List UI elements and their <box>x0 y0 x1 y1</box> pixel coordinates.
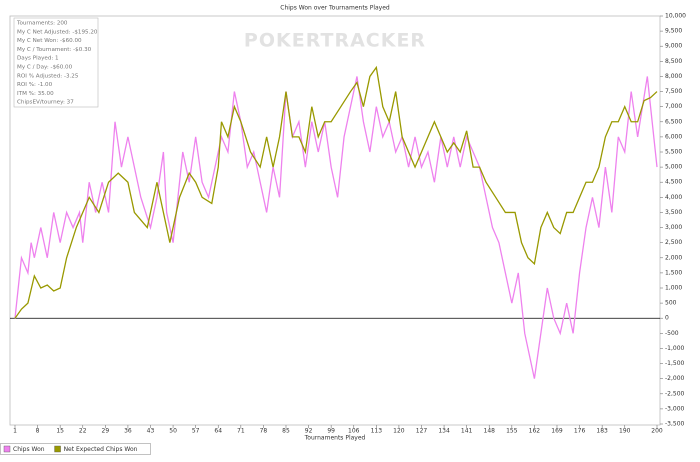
y-tick-label: 5,000 <box>665 164 682 171</box>
x-tick-label: 176 <box>574 428 586 435</box>
legend-swatch <box>54 445 61 453</box>
x-tick-label: 8 <box>36 428 40 435</box>
stat-line: ITM %: 35.00 <box>17 91 54 97</box>
x-tick-label: 99 <box>327 428 335 435</box>
y-tick-label: 1,000 <box>665 285 682 292</box>
x-tick-label: 155 <box>506 428 518 435</box>
stat-line: My C Net Won: -$60.00 <box>17 38 82 44</box>
y-tick-label: 8,500 <box>665 58 682 65</box>
x-tick-label: 71 <box>237 428 245 435</box>
stat-line: My C / Tournament: -$0.30 <box>17 47 92 53</box>
x-tick-label: 1 <box>13 428 17 435</box>
x-tick-label: 43 <box>147 428 155 435</box>
y-tick-label: 8,000 <box>665 73 682 80</box>
stat-line: My C Net Adjusted: -$195.20 <box>17 29 98 35</box>
x-tick-label: 113 <box>371 428 383 435</box>
y-tick-label: 5,500 <box>665 149 682 156</box>
y-tick-label: 0 <box>665 315 669 322</box>
x-tick-label: 148 <box>484 428 496 435</box>
legend-swatch <box>3 445 11 453</box>
x-tick-label: 127 <box>416 428 428 435</box>
y-tick-label: 6,500 <box>665 118 682 125</box>
y-tick-label: -500 <box>665 330 679 337</box>
legend-box <box>0 443 151 455</box>
stat-line: ROI % Adjusted: -3.25 <box>17 73 79 79</box>
stat-line: ChipsEV/tourney: 37 <box>17 100 74 106</box>
legend-label: Chips Won <box>13 446 45 453</box>
y-tick-label: 7,000 <box>665 103 682 110</box>
y-tick-label: 6,000 <box>665 133 682 140</box>
stat-line: My C / Day: -$60.00 <box>17 65 73 71</box>
stats-box <box>13 17 99 108</box>
x-tick-label: 64 <box>214 428 222 435</box>
x-tick-label: 85 <box>282 428 290 435</box>
plot-frame <box>9 15 661 426</box>
x-tick-label: 162 <box>529 428 541 435</box>
x-tick-label: 57 <box>192 428 200 435</box>
y-tick-label: -3,000 <box>665 405 685 412</box>
y-tick-label: -2,500 <box>665 390 685 397</box>
x-tick-label: 36 <box>124 428 132 435</box>
stat-line: Tournaments: 200 <box>16 21 68 27</box>
x-tick-label: 29 <box>102 428 110 435</box>
series-line <box>14 65 658 319</box>
y-tick-label: -3,500 <box>665 421 685 428</box>
x-tick-label: 50 <box>169 428 177 435</box>
x-axis-label: Tournaments Played <box>304 435 366 442</box>
x-tick-label: 169 <box>551 428 563 435</box>
y-tick-label: 1,500 <box>665 269 682 276</box>
chart-title: Chips Won over Tournaments Played <box>280 5 390 12</box>
x-tick-label: 141 <box>461 428 473 435</box>
y-tick-label: -1,000 <box>665 345 685 352</box>
x-tick-label: 190 <box>619 428 631 435</box>
y-tick-label: 4,000 <box>665 194 682 201</box>
y-tick-label: 10,000 <box>665 13 686 20</box>
legend-label: Net Expected Chips Won <box>64 446 138 453</box>
y-tick-label: -2,000 <box>665 375 685 382</box>
x-tick-label: 106 <box>348 428 360 435</box>
y-tick-label: 9,000 <box>665 43 682 50</box>
y-tick-label: 3,000 <box>665 224 682 231</box>
x-tick-label: 200 <box>651 428 663 435</box>
x-tick-label: 78 <box>260 428 268 435</box>
x-tick-label: 120 <box>393 428 405 435</box>
watermark: POKERTRACKER <box>244 30 426 52</box>
stat-line: ROI %: -1.00 <box>17 82 53 88</box>
x-tick-label: 15 <box>56 428 64 435</box>
stat-line: Days Played: 1 <box>17 56 59 62</box>
y-tick-label: 500 <box>665 300 677 307</box>
x-tick-label: 22 <box>79 428 87 435</box>
x-tick-label: 92 <box>305 428 313 435</box>
y-tick-label: 4,500 <box>665 179 682 186</box>
y-tick-label: 9,500 <box>665 28 682 35</box>
y-tick-label: 7,500 <box>665 88 682 95</box>
y-tick-label: -1,500 <box>665 360 685 367</box>
y-tick-label: 3,500 <box>665 209 682 216</box>
x-tick-label: 183 <box>596 428 608 435</box>
y-tick-label: 2,500 <box>665 239 682 246</box>
x-tick-label: 134 <box>438 428 450 435</box>
y-tick-label: 2,000 <box>665 254 682 261</box>
